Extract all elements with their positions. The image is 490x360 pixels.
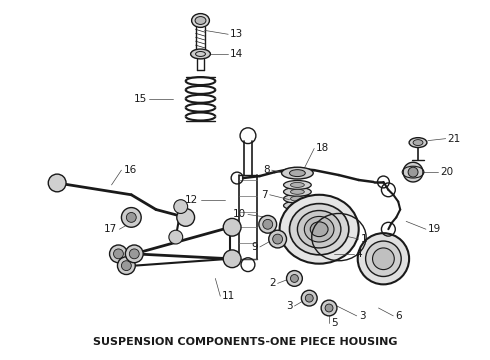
Circle shape (291, 275, 298, 282)
Circle shape (403, 162, 423, 182)
Text: SUSPENSION COMPONENTS-ONE PIECE HOUSING: SUSPENSION COMPONENTS-ONE PIECE HOUSING (93, 337, 397, 347)
Text: 10: 10 (233, 210, 246, 220)
Text: 12: 12 (185, 195, 198, 205)
Ellipse shape (282, 167, 313, 179)
Circle shape (126, 212, 136, 222)
Circle shape (174, 200, 188, 213)
Text: 11: 11 (222, 291, 236, 301)
Ellipse shape (290, 204, 349, 255)
Text: 18: 18 (316, 144, 329, 153)
Circle shape (114, 249, 123, 259)
Text: 6: 6 (395, 311, 402, 321)
Text: 15: 15 (134, 94, 147, 104)
Text: 17: 17 (104, 224, 118, 234)
Circle shape (325, 304, 333, 312)
Text: 14: 14 (230, 49, 244, 59)
Circle shape (321, 300, 337, 316)
Circle shape (169, 230, 183, 244)
Text: 4: 4 (356, 249, 363, 259)
Text: 7: 7 (261, 190, 268, 200)
Circle shape (118, 257, 135, 275)
Ellipse shape (192, 14, 209, 27)
Circle shape (305, 294, 313, 302)
Text: 3: 3 (286, 301, 293, 311)
Circle shape (129, 249, 139, 259)
Text: 13: 13 (230, 29, 244, 39)
Circle shape (177, 208, 195, 226)
Circle shape (48, 174, 66, 192)
Ellipse shape (413, 140, 423, 145)
Circle shape (272, 234, 283, 244)
Circle shape (110, 245, 127, 263)
Circle shape (259, 215, 277, 233)
Text: 8: 8 (263, 165, 270, 175)
Ellipse shape (304, 216, 334, 242)
Circle shape (269, 230, 287, 248)
Ellipse shape (284, 194, 311, 203)
Circle shape (408, 167, 418, 177)
Circle shape (301, 290, 317, 306)
Ellipse shape (291, 183, 304, 188)
Text: 9: 9 (251, 242, 258, 252)
Ellipse shape (291, 196, 304, 201)
Text: 20: 20 (440, 167, 453, 177)
Text: 2: 2 (269, 278, 276, 288)
Circle shape (287, 271, 302, 286)
Ellipse shape (297, 211, 341, 248)
Ellipse shape (409, 138, 427, 148)
Ellipse shape (284, 180, 311, 189)
Text: 16: 16 (123, 165, 137, 175)
Ellipse shape (191, 49, 210, 59)
Ellipse shape (372, 248, 394, 270)
Circle shape (122, 261, 131, 271)
Ellipse shape (284, 188, 311, 196)
Ellipse shape (195, 17, 206, 24)
Text: 19: 19 (428, 224, 441, 234)
Circle shape (223, 219, 241, 236)
Circle shape (223, 250, 241, 267)
Circle shape (125, 245, 143, 263)
Text: 1: 1 (361, 234, 368, 244)
Circle shape (122, 208, 141, 227)
Ellipse shape (291, 189, 304, 194)
Ellipse shape (290, 170, 305, 176)
Text: 21: 21 (448, 134, 461, 144)
Text: 3: 3 (359, 311, 366, 321)
Ellipse shape (280, 195, 359, 264)
Ellipse shape (291, 203, 304, 208)
Circle shape (263, 219, 272, 229)
Text: 5: 5 (331, 318, 338, 328)
Ellipse shape (284, 201, 311, 210)
Ellipse shape (310, 222, 328, 237)
Ellipse shape (366, 241, 401, 276)
Ellipse shape (358, 233, 409, 284)
